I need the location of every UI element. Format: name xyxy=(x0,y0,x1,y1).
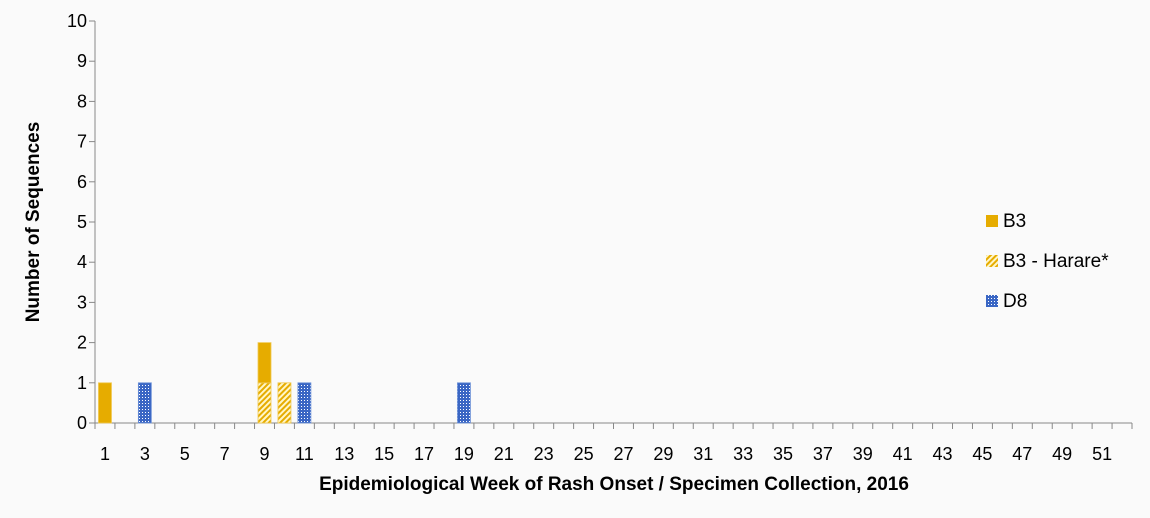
x-tick-label: 3 xyxy=(140,444,150,464)
x-tick-label: 37 xyxy=(813,444,833,464)
x-tick-label: 49 xyxy=(1052,444,1072,464)
x-tick-label: 47 xyxy=(1012,444,1032,464)
y-tick-label: 9 xyxy=(77,51,87,71)
x-tick-label: 9 xyxy=(260,444,270,464)
x-tick-label: 35 xyxy=(773,444,793,464)
legend-label: B3 xyxy=(1003,211,1026,232)
x-tick-label: 11 xyxy=(295,444,314,464)
x-tick-label: 29 xyxy=(653,444,673,464)
x-tick-label: 43 xyxy=(933,444,953,464)
legend-swatch xyxy=(986,215,998,227)
legend-swatch xyxy=(986,255,998,267)
y-axis-label: Number of Sequences xyxy=(23,122,44,323)
y-tick-label: 1 xyxy=(77,373,87,393)
x-tick-label: 27 xyxy=(613,444,633,464)
x-tick-label: 19 xyxy=(454,444,474,464)
x-tick-label: 7 xyxy=(220,444,230,464)
y-tick-label: 4 xyxy=(77,252,87,272)
bar-b3 xyxy=(257,342,272,384)
bar-d8 xyxy=(297,382,312,424)
legend-label: D8 xyxy=(1003,291,1027,312)
bar-d8 xyxy=(457,382,471,424)
x-tick-label: 39 xyxy=(853,444,873,464)
x-tick-label: 31 xyxy=(693,444,713,464)
x-tick-label: 13 xyxy=(334,444,354,464)
x-tick-label: 23 xyxy=(534,444,554,464)
legend-label: B3 - Harare* xyxy=(1003,251,1109,272)
y-tick-label: 6 xyxy=(77,172,87,192)
x-tick-label: 25 xyxy=(574,444,594,464)
bar-d8 xyxy=(137,382,152,424)
x-tick-label: 1 xyxy=(100,444,110,464)
legend-swatch xyxy=(986,295,998,307)
x-tick-label: 15 xyxy=(374,444,394,464)
y-tick-label: 7 xyxy=(77,132,87,152)
x-tick-label: 5 xyxy=(180,444,190,464)
y-tick-label: 2 xyxy=(77,333,87,353)
x-tick-label: 41 xyxy=(893,444,913,464)
x-tick-label: 17 xyxy=(414,444,434,464)
y-tick-label: 8 xyxy=(77,91,87,111)
y-tick-label: 10 xyxy=(67,11,87,31)
x-axis-label: Epidemiological Week of Rash Onset / Spe… xyxy=(319,474,909,495)
x-tick-label: 51 xyxy=(1092,444,1112,464)
bar-b3-harare xyxy=(277,382,292,424)
y-tick-label: 3 xyxy=(77,292,87,312)
x-tick-label: 21 xyxy=(494,444,514,464)
bar-b3-harare xyxy=(257,382,272,424)
x-tick-label: 33 xyxy=(733,444,753,464)
y-tick-label: 5 xyxy=(77,212,87,232)
bar-b3 xyxy=(98,382,112,424)
y-tick-label: 0 xyxy=(77,413,87,433)
x-tick-label: 45 xyxy=(972,444,992,464)
